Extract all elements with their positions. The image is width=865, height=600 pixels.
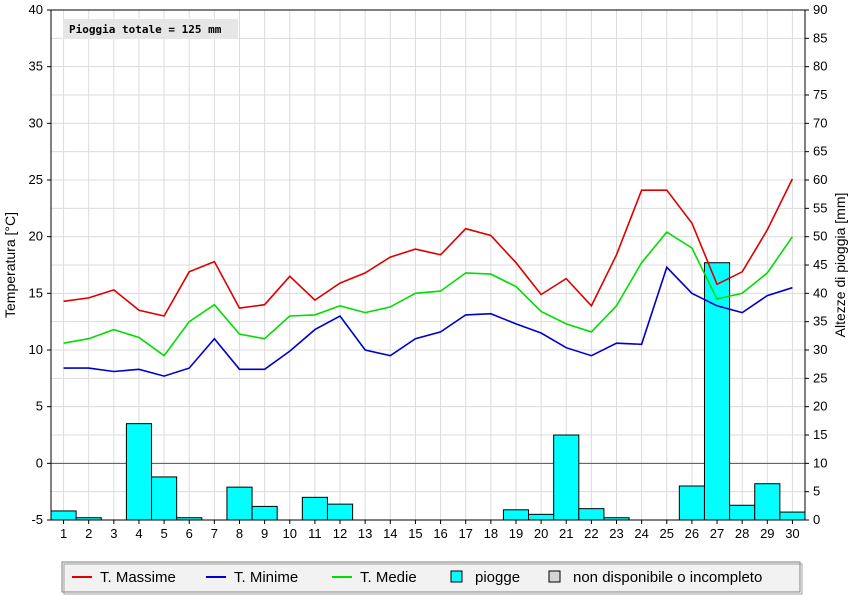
- grid: [51, 9, 805, 521]
- rain-bar: [502, 509, 530, 521]
- rain-bar: [251, 505, 278, 521]
- y-axis-right-label: Altezze di pioggia [mm]: [832, 193, 848, 338]
- x-tick-label: 10: [283, 526, 297, 541]
- x-tick-label: 5: [160, 526, 167, 541]
- y-left-tick-label: 30: [29, 115, 43, 130]
- legend-items: T. Massime T. Minime T. Medie piogge non dis…: [72, 569, 762, 586]
- x-tick-label: 18: [484, 526, 498, 541]
- x-tick-label: 11: [308, 526, 322, 541]
- x-tick-label: 19: [509, 526, 523, 541]
- y-right-tick-label: 15: [813, 427, 827, 442]
- x-tick-label: 4: [135, 526, 142, 541]
- y-left-tick-label: 10: [29, 342, 43, 357]
- x-tick-label: 6: [186, 526, 193, 541]
- x-tick-label: 8: [236, 526, 243, 541]
- x-tick-label: 30: [785, 526, 799, 541]
- rain-bar: [226, 486, 253, 521]
- x-tick-label: 29: [760, 526, 774, 541]
- rain-bar: [326, 503, 354, 521]
- x-tick-label: 26: [685, 526, 699, 541]
- y-right-tick-label: 55: [813, 200, 827, 215]
- x-tick-label: 28: [735, 526, 749, 541]
- y-left-tick-label: -5: [31, 512, 43, 527]
- y-right-tick-label: 5: [813, 484, 820, 499]
- x-tick-label: 15: [408, 526, 422, 541]
- legend-label: T. Minime: [234, 569, 298, 586]
- total-rain-annotation: Pioggia totale = 125 mm: [63, 19, 238, 39]
- series-line: [63, 178, 794, 317]
- y-right-tick-label: 35: [813, 314, 827, 329]
- legend-swatch-box: [450, 570, 463, 583]
- y-left-tick-label: 25: [29, 172, 43, 187]
- y-right-tick-label: 70: [813, 115, 827, 130]
- y-right-tick-label: 65: [813, 144, 827, 159]
- rain-bar: [151, 476, 178, 521]
- rain-bar: [729, 504, 756, 521]
- x-tick-label: 25: [660, 526, 674, 541]
- series-line: [63, 265, 793, 377]
- rain-bar: [754, 483, 781, 521]
- x-tick-label: 7: [211, 526, 218, 541]
- rain-bar: [578, 508, 605, 521]
- rain-bar: [528, 513, 555, 521]
- y-right-tick-label: 75: [813, 87, 827, 102]
- x-tick-label: 23: [609, 526, 623, 541]
- x-tick-label: 2: [85, 526, 92, 541]
- x-tick-label: 16: [433, 526, 447, 541]
- x-tick-label: 12: [333, 526, 347, 541]
- rain-bar: [50, 510, 77, 521]
- y-left-tick-label: 20: [29, 229, 43, 244]
- y-right-tick-label: 30: [813, 342, 827, 357]
- rain-bar: [678, 485, 705, 521]
- rain-bar: [125, 423, 153, 521]
- legend-label: T. Massime: [100, 569, 176, 586]
- y-right-tick-label: 45: [813, 257, 827, 272]
- legend: T. Massime T. Minime T. Medie piogge non dis…: [61, 561, 803, 595]
- legend-swatch-box: [548, 570, 561, 583]
- annotation-box: [63, 19, 238, 39]
- legend-shadow: [63, 563, 803, 595]
- x-tick-label: 27: [710, 526, 724, 541]
- legend-frame: [61, 561, 801, 593]
- y-right-tick-label: 20: [813, 399, 827, 414]
- x-tick-label: 1: [60, 526, 67, 541]
- y-right-tick-label: 90: [813, 2, 827, 17]
- axes: 4035302520151050-59085807570656055504540…: [29, 2, 828, 541]
- legend-label: T. Medie: [360, 569, 417, 586]
- x-tick-label: 9: [261, 526, 268, 541]
- y-right-tick-label: 50: [813, 229, 827, 244]
- x-tick-label: 21: [559, 526, 573, 541]
- y-left-tick-label: 0: [36, 455, 43, 470]
- y-left-tick-label: 40: [29, 2, 43, 17]
- y-right-tick-label: 85: [813, 30, 827, 45]
- y-left-tick-label: 35: [29, 59, 43, 74]
- y-right-tick-label: 40: [813, 285, 827, 300]
- x-tick-label: 3: [110, 526, 117, 541]
- annotation-text: Pioggia totale = 125 mm: [69, 23, 222, 36]
- y-right-tick-label: 0: [813, 512, 820, 527]
- x-tick-label: 22: [584, 526, 598, 541]
- y-right-tick-label: 25: [813, 370, 827, 385]
- x-tick-label: 14: [383, 526, 397, 541]
- y-left-tick-label: 5: [36, 399, 43, 414]
- legend-label: piogge: [475, 569, 520, 586]
- rain-bar: [779, 511, 806, 521]
- legend-label: non disponibile o incompleto: [573, 569, 762, 586]
- y-right-tick-label: 80: [813, 59, 827, 74]
- x-tick-label: 20: [534, 526, 548, 541]
- y-axis-left-label: Temperatura [°C]: [2, 212, 18, 318]
- x-tick-label: 17: [458, 526, 472, 541]
- rain-bar: [553, 434, 580, 521]
- rain-bar: [301, 496, 328, 521]
- y-right-tick-label: 60: [813, 172, 827, 187]
- x-tick-label: 24: [634, 526, 648, 541]
- x-tick-label: 13: [358, 526, 372, 541]
- y-left-tick-label: 15: [29, 285, 43, 300]
- y-right-tick-label: 10: [813, 455, 827, 470]
- temperature-lines: [63, 178, 794, 377]
- series-line: [63, 231, 794, 357]
